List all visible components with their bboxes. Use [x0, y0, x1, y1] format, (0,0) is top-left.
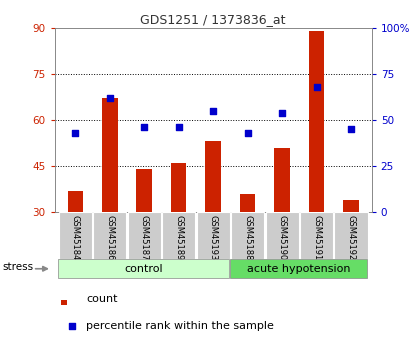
Text: count: count: [87, 294, 118, 304]
Bar: [309, 31, 324, 212]
Bar: [300, 212, 333, 259]
Point: [141, 125, 147, 130]
Bar: [68, 191, 83, 212]
Bar: [102, 98, 118, 212]
Point: [348, 126, 354, 132]
Point: [210, 108, 217, 114]
Bar: [61, 300, 67, 305]
Bar: [205, 141, 221, 212]
Point: [175, 125, 182, 130]
Bar: [197, 212, 230, 259]
Point: [244, 130, 251, 136]
Point: [313, 84, 320, 89]
Bar: [59, 212, 92, 259]
Bar: [334, 212, 368, 259]
Title: GDS1251 / 1373836_at: GDS1251 / 1373836_at: [140, 13, 286, 27]
Bar: [136, 169, 152, 212]
Text: GSM45188: GSM45188: [243, 215, 252, 260]
Text: GSM45184: GSM45184: [71, 215, 80, 260]
Bar: [231, 212, 264, 259]
Point: [69, 324, 76, 329]
Bar: [162, 212, 195, 259]
Text: stress: stress: [3, 262, 34, 272]
Text: GSM45186: GSM45186: [105, 215, 114, 260]
Bar: [240, 194, 255, 212]
Text: GSM45189: GSM45189: [174, 215, 183, 260]
Bar: [171, 163, 186, 212]
Text: GSM45193: GSM45193: [209, 215, 218, 260]
Text: GSM45191: GSM45191: [312, 215, 321, 260]
Bar: [128, 212, 161, 259]
Text: GSM45192: GSM45192: [346, 215, 355, 260]
Bar: [58, 259, 229, 278]
Text: control: control: [124, 264, 163, 274]
Point: [279, 110, 286, 115]
Bar: [93, 212, 126, 259]
Text: GSM45190: GSM45190: [278, 215, 286, 260]
Text: GSM45187: GSM45187: [140, 215, 149, 260]
Point: [72, 130, 79, 136]
Bar: [343, 200, 359, 212]
Bar: [265, 212, 299, 259]
Text: percentile rank within the sample: percentile rank within the sample: [87, 322, 274, 332]
Bar: [231, 259, 367, 278]
Bar: [274, 148, 290, 212]
Point: [106, 95, 113, 100]
Text: acute hypotension: acute hypotension: [247, 264, 350, 274]
